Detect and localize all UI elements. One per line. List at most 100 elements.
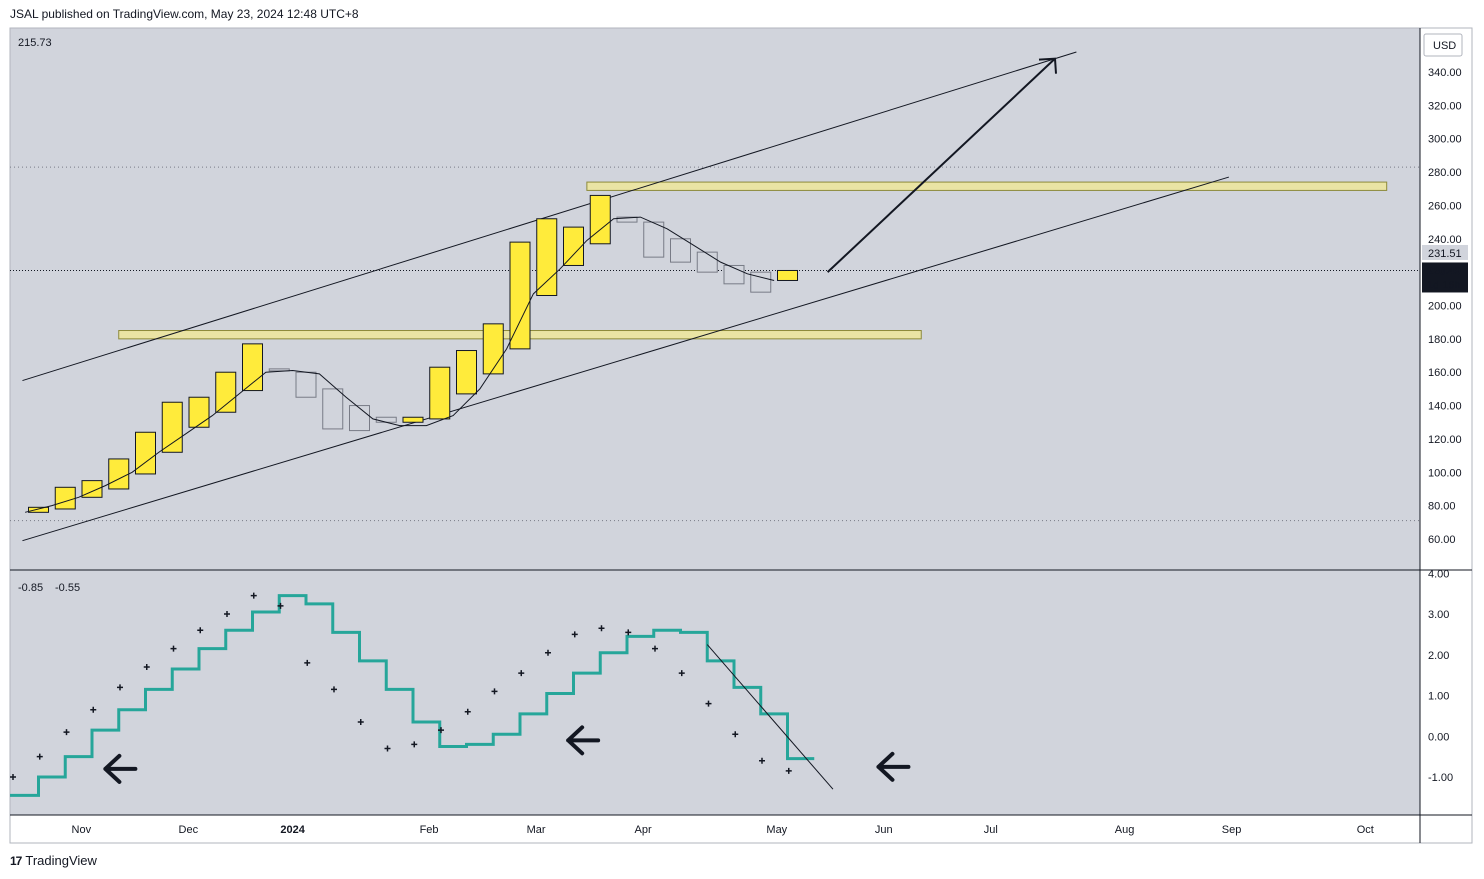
currency-label: USD	[1433, 40, 1456, 52]
time-tick-label: Mar	[527, 824, 546, 836]
time-tick-label: 2024	[280, 824, 305, 836]
time-tick-label: Oct	[1357, 824, 1374, 836]
price-tick-label: 80.00	[1428, 501, 1456, 513]
time-tick-label: Apr	[634, 824, 651, 836]
candle[interactable]	[161, 401, 183, 453]
plus-marker-icon	[357, 718, 364, 725]
oscillator-dot	[491, 688, 498, 695]
currency-button[interactable]	[1423, 33, 1463, 57]
candle[interactable]	[750, 271, 772, 293]
oscillator-dot	[571, 631, 578, 638]
candle[interactable]	[429, 366, 451, 420]
oscillator-dot	[384, 745, 391, 752]
publish-info: JSAL published on TradingView.com, May 2…	[10, 7, 359, 21]
candle[interactable]	[188, 396, 210, 428]
left-arrow-icon[interactable]	[876, 751, 911, 782]
plus-marker-icon	[732, 731, 739, 738]
osc-tick-label: 3.00	[1428, 609, 1449, 621]
plus-marker-icon	[598, 625, 605, 632]
plus-marker-icon	[518, 670, 525, 677]
candle[interactable]	[268, 368, 290, 372]
ref-price-tag	[1422, 244, 1468, 260]
candle[interactable]	[670, 238, 691, 263]
price-tick-label: 100.00	[1428, 467, 1462, 479]
moving-average-line	[25, 216, 775, 513]
time-tick-label: May	[766, 824, 787, 836]
price-tick-label: 240.00	[1428, 234, 1462, 246]
candle[interactable]	[456, 350, 477, 395]
last-price-label: 220.49	[1427, 265, 1461, 277]
footer-brand[interactable]: 17 TradingView	[10, 853, 97, 868]
price-tick-label: 60.00	[1428, 534, 1456, 546]
plus-marker-icon	[117, 684, 123, 691]
plus-marker-icon	[625, 629, 632, 636]
time-tick-label: Aug	[1115, 824, 1135, 836]
candle[interactable]	[589, 194, 611, 245]
candle[interactable]	[54, 486, 76, 510]
plus-marker-icon	[63, 729, 70, 736]
plus-marker-icon	[197, 627, 204, 634]
left-arrow-icon[interactable]	[103, 753, 138, 784]
projection-arrow-line[interactable]	[826, 57, 1056, 273]
candle[interactable]	[777, 269, 798, 281]
candle[interactable]	[482, 323, 504, 375]
oscillator-dot	[36, 753, 43, 760]
plus-marker-icon	[170, 645, 177, 652]
oscillator-pane[interactable]	[10, 570, 1420, 815]
plus-marker-icon	[678, 670, 685, 677]
osc-value-1: -0.85	[18, 582, 43, 594]
oscillator-trendline[interactable]	[706, 644, 834, 790]
oscillator-dot	[10, 774, 16, 780]
candle[interactable]	[215, 371, 237, 413]
price-tick-label: 140.00	[1428, 401, 1462, 413]
plus-marker-icon	[304, 659, 311, 666]
time-tick-label: Dec	[179, 824, 199, 836]
candle[interactable]	[135, 431, 156, 475]
ref-price-label: 231.51	[1428, 248, 1462, 260]
oscillator-dot	[197, 627, 204, 634]
candle[interactable]	[295, 371, 317, 398]
candle[interactable]	[375, 416, 397, 423]
plus-marker-icon	[464, 708, 471, 715]
osc-tick-label: 0.00	[1428, 731, 1449, 743]
oscillator-dot	[411, 741, 418, 748]
candle[interactable]	[643, 221, 665, 258]
candle[interactable]	[108, 458, 130, 490]
oscillator-dot	[464, 708, 471, 715]
plus-marker-icon	[571, 631, 578, 638]
candle[interactable]	[322, 388, 344, 430]
candle[interactable]	[696, 251, 718, 273]
oscillator-dot	[357, 718, 364, 725]
plus-marker-icon	[90, 706, 97, 713]
candle[interactable]	[616, 216, 638, 223]
candle[interactable]	[349, 405, 370, 432]
candle[interactable]	[28, 506, 49, 513]
tradingview-logo-icon: 17	[10, 853, 22, 868]
channel-upper-line[interactable]	[22, 51, 1077, 382]
candle[interactable]	[563, 226, 584, 266]
channel-lower-line[interactable]	[22, 176, 1230, 542]
price-value-label: 215.73	[18, 37, 52, 49]
price-axis-area[interactable]	[1420, 28, 1472, 815]
plus-marker-icon	[36, 753, 43, 760]
oscillator-dot	[785, 767, 792, 774]
time-tick-label: Jun	[875, 824, 893, 836]
support-resistance-zone[interactable]	[586, 181, 1388, 191]
price-pane[interactable]	[10, 28, 1420, 570]
plus-marker-icon	[705, 700, 712, 707]
candle[interactable]	[402, 416, 424, 423]
oscillator-dot	[705, 700, 712, 707]
oscillator-dot	[678, 670, 685, 677]
candle[interactable]	[509, 241, 531, 350]
price-tick-label: 260.00	[1428, 200, 1462, 212]
oscillator-dot	[598, 625, 605, 632]
price-tick-label: 280.00	[1428, 167, 1462, 179]
time-tick-label: Sep	[1222, 824, 1242, 836]
left-arrow-icon[interactable]	[566, 725, 601, 756]
oscillator-dot	[224, 611, 230, 617]
plus-marker-icon	[10, 774, 16, 780]
candle[interactable]	[536, 218, 558, 296]
oscillator-dot	[143, 663, 150, 670]
plus-marker-icon	[491, 688, 498, 695]
